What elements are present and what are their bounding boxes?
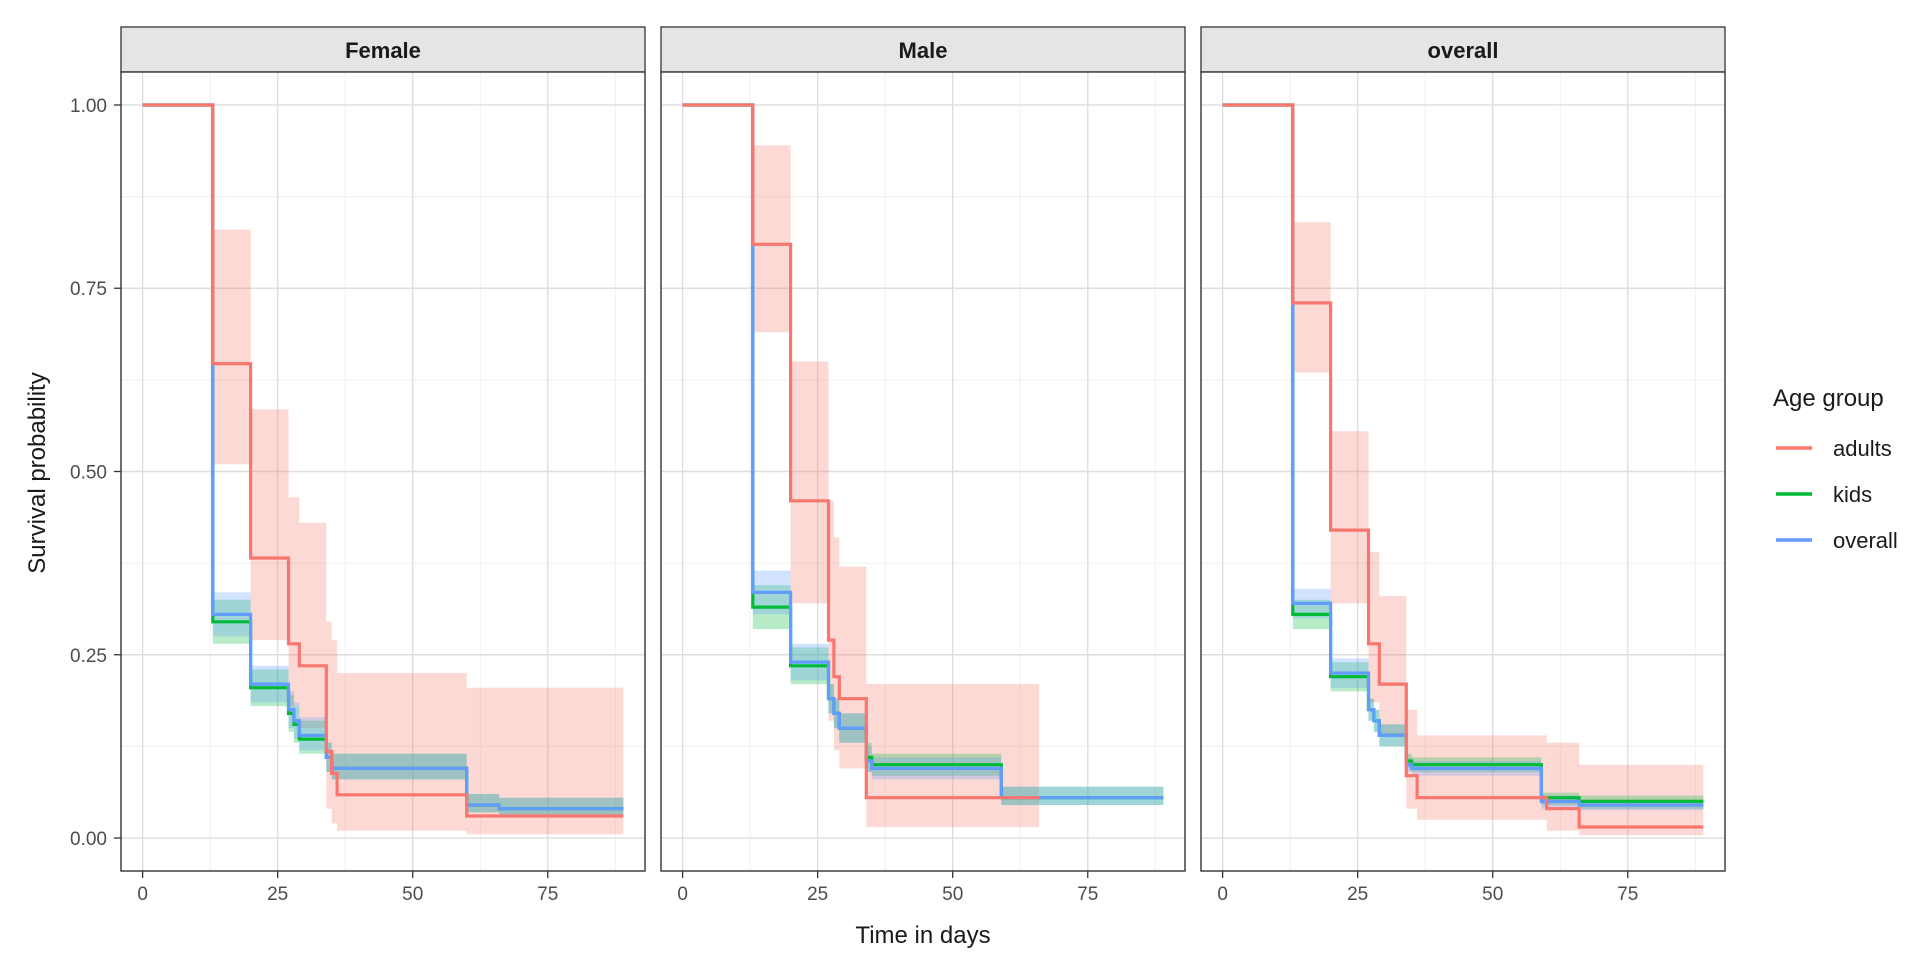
ci-band-adults [682,105,1040,827]
x-tick-label: 0 [1217,884,1228,905]
legend-title: Age group [1773,385,1884,412]
panel-border [660,71,1186,872]
legend-label-kids: kids [1833,482,1872,507]
x-axis-title: Time in days [855,922,990,949]
facet-panel-male: Male [660,26,1186,872]
legend: Age group adults kids overall [1773,385,1898,553]
x-tick-label: 50 [402,884,423,905]
survival-line-adults [142,103,624,818]
panels-layer: Female Male overall [120,26,1726,872]
y-tick-label: 0.75 [70,279,107,300]
ci-band-adults [142,105,624,835]
facet-panel-overall: overall [1200,26,1726,872]
facet-strip-label: Female [345,38,421,63]
y-tick-label: 0.25 [70,646,107,667]
x-tick-label: 25 [267,884,288,905]
facet-strip-label: Male [899,38,948,63]
x-tick-label: 0 [137,884,148,905]
facet-strip [1200,26,1726,73]
x-tick-label: 50 [1482,884,1503,905]
facet-strip [120,26,646,73]
y-tick-label: 1.00 [70,96,107,117]
survival-line-overall [682,103,1164,800]
y-tick-label: 0.00 [70,829,107,850]
x-tick-label: 75 [1077,884,1098,905]
panel-border [1200,71,1726,872]
legend-entries: adults kids overall [1776,436,1898,553]
x-tick-label: 0 [677,884,688,905]
x-tick-label: 25 [807,884,828,905]
survival-line-adults [1222,103,1704,829]
x-tick-label: 75 [1617,884,1638,905]
legend-label-overall: overall [1833,528,1898,553]
survival-line-overall [1222,103,1704,807]
x-tick-label: 75 [537,884,558,905]
survival-line-adults [682,103,1040,800]
axes-layer: 0 25 50 75 0 25 50 75 0 25 50 75 0.00 0.25 0.50 0.75 1.0… [70,96,1638,905]
x-tick-label: 25 [1347,884,1368,905]
facet-panel-female: Female [120,26,646,872]
x-tick-label: 50 [942,884,963,905]
y-axis-title: Survival probability [24,372,51,573]
facet-strip-label: overall [1428,38,1499,63]
legend-label-adults: adults [1833,436,1892,461]
y-tick-label: 0.50 [70,463,107,484]
